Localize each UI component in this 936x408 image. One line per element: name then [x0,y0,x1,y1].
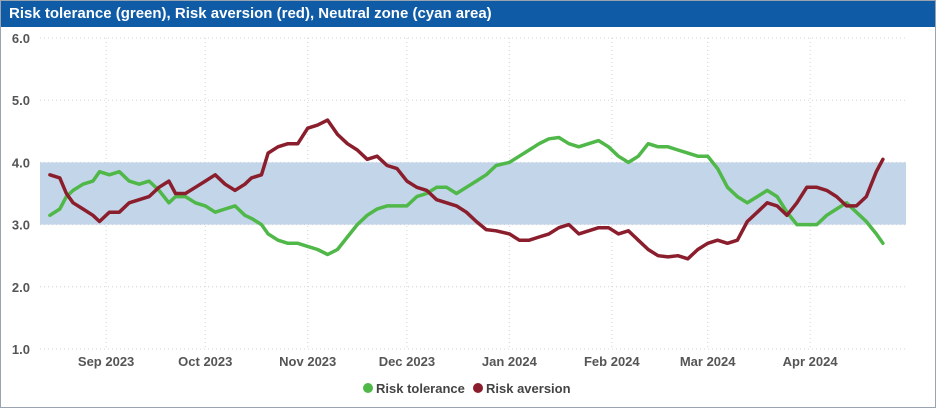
x-tick-label: Dec 2023 [379,354,435,369]
legend-marker [473,383,483,393]
y-axis-ticks: 1.0 2.0 3.0 4.0 5.0 6.0 [12,31,30,357]
y-tick-label: 6.0 [12,31,30,46]
series-line-0 [48,135,885,257]
x-tick-label: Feb 2024 [584,354,640,369]
neutral-zone-band [40,162,906,225]
x-tick-label: Jan 2024 [482,354,538,369]
legend-label: Risk aversion [486,381,571,396]
y-tick-label: 5.0 [12,93,30,108]
legend-label: Risk tolerance [376,381,465,396]
legend: Risk tolerance Risk aversion [363,381,571,396]
y-tick-label: 1.0 [12,342,30,357]
chart-title: Risk tolerance (green), Risk aversion (r… [1,1,935,27]
x-axis-ticks: Sep 2023 Oct 2023 Nov 2023 Dec 2023 Jan 2024… [78,354,838,369]
y-tick-label: 3.0 [12,218,30,233]
x-tick-label: Oct 2023 [178,354,232,369]
x-tick-label: Sep 2023 [78,354,134,369]
x-tick-label: Nov 2023 [279,354,336,369]
y-tick-label: 2.0 [12,280,30,295]
series-line-1 [48,118,885,261]
series-lines [48,118,885,261]
x-tick-label: Apr 2024 [783,354,839,369]
y-tick-label: 4.0 [12,155,30,170]
legend-marker [363,383,373,393]
x-tick-label: Mar 2024 [680,354,736,369]
